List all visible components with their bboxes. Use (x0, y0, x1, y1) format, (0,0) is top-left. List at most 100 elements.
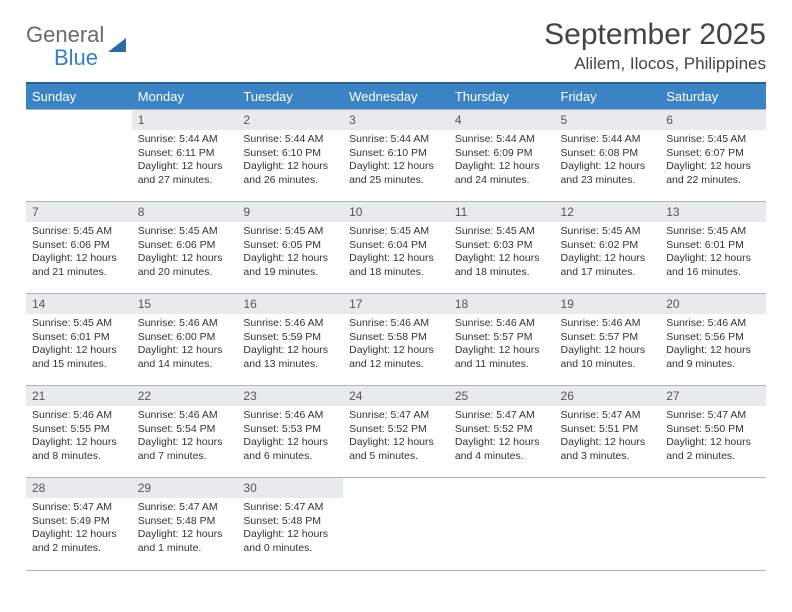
bottom-rule (26, 570, 766, 571)
calendar-cell: 23Sunrise: 5:46 AMSunset: 5:53 PMDayligh… (237, 386, 343, 478)
day-number: 23 (237, 386, 343, 406)
day-number: 12 (555, 202, 661, 222)
calendar-cell: 28Sunrise: 5:47 AMSunset: 5:49 PMDayligh… (26, 478, 132, 570)
day-header: Wednesday (343, 83, 449, 110)
day-header: Thursday (449, 83, 555, 110)
calendar-header-row: SundayMondayTuesdayWednesdayThursdayFrid… (26, 83, 766, 110)
day-number: 25 (449, 386, 555, 406)
day-content: Sunrise: 5:46 AMSunset: 5:54 PMDaylight:… (132, 406, 238, 468)
day-number: 13 (660, 202, 766, 222)
logo: General Blue (26, 18, 126, 71)
day-number: 7 (26, 202, 132, 222)
calendar-cell: 27Sunrise: 5:47 AMSunset: 5:50 PMDayligh… (660, 386, 766, 478)
calendar-cell: 5Sunrise: 5:44 AMSunset: 6:08 PMDaylight… (555, 110, 661, 202)
calendar-cell: 6Sunrise: 5:45 AMSunset: 6:07 PMDaylight… (660, 110, 766, 202)
day-content: Sunrise: 5:46 AMSunset: 5:57 PMDaylight:… (555, 314, 661, 376)
day-number: 11 (449, 202, 555, 222)
day-number: 15 (132, 294, 238, 314)
day-number: 2 (237, 110, 343, 130)
day-number: 5 (555, 110, 661, 130)
logo-word2: Blue (54, 45, 104, 71)
calendar-cell: 20Sunrise: 5:46 AMSunset: 5:56 PMDayligh… (660, 294, 766, 386)
calendar-cell: 26Sunrise: 5:47 AMSunset: 5:51 PMDayligh… (555, 386, 661, 478)
day-content: Sunrise: 5:45 AMSunset: 6:02 PMDaylight:… (555, 222, 661, 284)
calendar-week-row: 14Sunrise: 5:45 AMSunset: 6:01 PMDayligh… (26, 294, 766, 386)
day-content: Sunrise: 5:44 AMSunset: 6:10 PMDaylight:… (237, 130, 343, 192)
day-content: Sunrise: 5:47 AMSunset: 5:52 PMDaylight:… (343, 406, 449, 468)
day-content: Sunrise: 5:45 AMSunset: 6:06 PMDaylight:… (26, 222, 132, 284)
calendar-cell (343, 478, 449, 570)
day-content: Sunrise: 5:45 AMSunset: 6:03 PMDaylight:… (449, 222, 555, 284)
day-content: Sunrise: 5:44 AMSunset: 6:08 PMDaylight:… (555, 130, 661, 192)
day-content: Sunrise: 5:44 AMSunset: 6:09 PMDaylight:… (449, 130, 555, 192)
calendar-cell (26, 110, 132, 202)
calendar-cell: 15Sunrise: 5:46 AMSunset: 6:00 PMDayligh… (132, 294, 238, 386)
day-header: Saturday (660, 83, 766, 110)
day-header: Sunday (26, 83, 132, 110)
calendar-cell: 7Sunrise: 5:45 AMSunset: 6:06 PMDaylight… (26, 202, 132, 294)
day-number: 3 (343, 110, 449, 130)
month-title: September 2025 (544, 18, 766, 52)
day-number: 14 (26, 294, 132, 314)
day-number: 1 (132, 110, 238, 130)
calendar-week-row: 1Sunrise: 5:44 AMSunset: 6:11 PMDaylight… (26, 110, 766, 202)
calendar-cell: 24Sunrise: 5:47 AMSunset: 5:52 PMDayligh… (343, 386, 449, 478)
day-number: 8 (132, 202, 238, 222)
calendar-week-row: 21Sunrise: 5:46 AMSunset: 5:55 PMDayligh… (26, 386, 766, 478)
day-number: 17 (343, 294, 449, 314)
day-content: Sunrise: 5:45 AMSunset: 6:01 PMDaylight:… (26, 314, 132, 376)
day-content: Sunrise: 5:46 AMSunset: 6:00 PMDaylight:… (132, 314, 238, 376)
calendar-cell: 13Sunrise: 5:45 AMSunset: 6:01 PMDayligh… (660, 202, 766, 294)
calendar-table: SundayMondayTuesdayWednesdayThursdayFrid… (26, 82, 766, 570)
logo-word1: General (26, 22, 104, 47)
day-header: Friday (555, 83, 661, 110)
day-number: 16 (237, 294, 343, 314)
calendar-cell: 19Sunrise: 5:46 AMSunset: 5:57 PMDayligh… (555, 294, 661, 386)
calendar-cell: 14Sunrise: 5:45 AMSunset: 6:01 PMDayligh… (26, 294, 132, 386)
day-header: Tuesday (237, 83, 343, 110)
calendar-cell: 2Sunrise: 5:44 AMSunset: 6:10 PMDaylight… (237, 110, 343, 202)
day-header: Monday (132, 83, 238, 110)
day-content: Sunrise: 5:47 AMSunset: 5:50 PMDaylight:… (660, 406, 766, 468)
day-number: 10 (343, 202, 449, 222)
day-content: Sunrise: 5:45 AMSunset: 6:06 PMDaylight:… (132, 222, 238, 284)
day-number: 4 (449, 110, 555, 130)
calendar-cell: 29Sunrise: 5:47 AMSunset: 5:48 PMDayligh… (132, 478, 238, 570)
calendar-cell: 1Sunrise: 5:44 AMSunset: 6:11 PMDaylight… (132, 110, 238, 202)
calendar-cell: 25Sunrise: 5:47 AMSunset: 5:52 PMDayligh… (449, 386, 555, 478)
day-content: Sunrise: 5:46 AMSunset: 5:56 PMDaylight:… (660, 314, 766, 376)
day-number: 9 (237, 202, 343, 222)
calendar-cell: 12Sunrise: 5:45 AMSunset: 6:02 PMDayligh… (555, 202, 661, 294)
day-number: 20 (660, 294, 766, 314)
day-content: Sunrise: 5:44 AMSunset: 6:11 PMDaylight:… (132, 130, 238, 192)
day-number: 19 (555, 294, 661, 314)
calendar-cell: 9Sunrise: 5:45 AMSunset: 6:05 PMDaylight… (237, 202, 343, 294)
day-content: Sunrise: 5:46 AMSunset: 5:53 PMDaylight:… (237, 406, 343, 468)
header: General Blue September 2025 Alilem, Iloc… (26, 18, 766, 74)
day-number: 27 (660, 386, 766, 406)
day-content: Sunrise: 5:45 AMSunset: 6:01 PMDaylight:… (660, 222, 766, 284)
calendar-page: General Blue September 2025 Alilem, Iloc… (0, 0, 792, 581)
day-content: Sunrise: 5:47 AMSunset: 5:51 PMDaylight:… (555, 406, 661, 468)
calendar-cell: 17Sunrise: 5:46 AMSunset: 5:58 PMDayligh… (343, 294, 449, 386)
day-content: Sunrise: 5:44 AMSunset: 6:10 PMDaylight:… (343, 130, 449, 192)
day-content: Sunrise: 5:47 AMSunset: 5:52 PMDaylight:… (449, 406, 555, 468)
calendar-cell: 30Sunrise: 5:47 AMSunset: 5:48 PMDayligh… (237, 478, 343, 570)
day-number: 22 (132, 386, 238, 406)
calendar-cell (555, 478, 661, 570)
calendar-cell: 10Sunrise: 5:45 AMSunset: 6:04 PMDayligh… (343, 202, 449, 294)
day-number: 29 (132, 478, 238, 498)
calendar-cell (660, 478, 766, 570)
day-content: Sunrise: 5:46 AMSunset: 5:59 PMDaylight:… (237, 314, 343, 376)
day-content: Sunrise: 5:46 AMSunset: 5:55 PMDaylight:… (26, 406, 132, 468)
calendar-cell: 18Sunrise: 5:46 AMSunset: 5:57 PMDayligh… (449, 294, 555, 386)
day-number: 28 (26, 478, 132, 498)
day-content: Sunrise: 5:46 AMSunset: 5:57 PMDaylight:… (449, 314, 555, 376)
day-number: 24 (343, 386, 449, 406)
day-content: Sunrise: 5:45 AMSunset: 6:07 PMDaylight:… (660, 130, 766, 192)
calendar-cell: 4Sunrise: 5:44 AMSunset: 6:09 PMDaylight… (449, 110, 555, 202)
calendar-cell: 21Sunrise: 5:46 AMSunset: 5:55 PMDayligh… (26, 386, 132, 478)
day-number: 6 (660, 110, 766, 130)
logo-triangle-icon (108, 38, 126, 52)
calendar-body: 1Sunrise: 5:44 AMSunset: 6:11 PMDaylight… (26, 110, 766, 570)
